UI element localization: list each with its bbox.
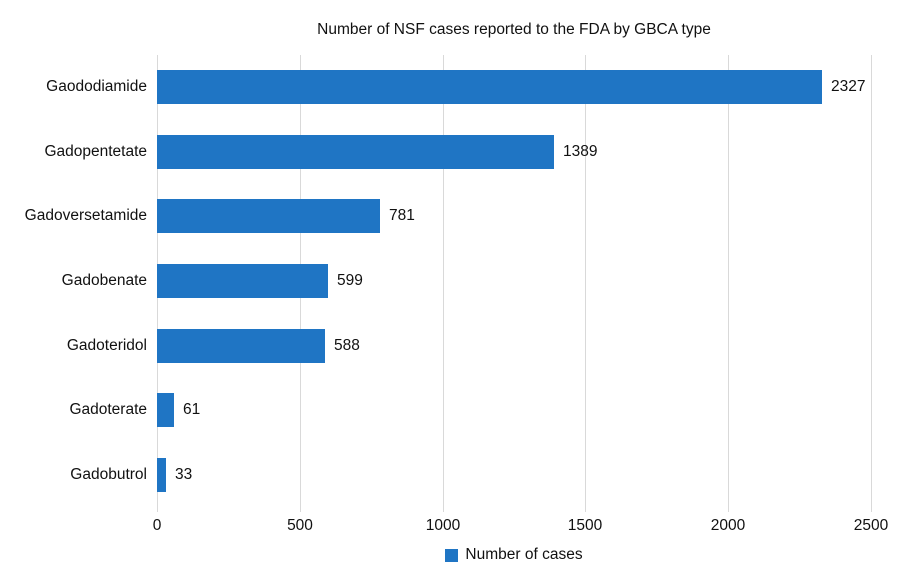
- category-label: Gaododiamide: [46, 78, 147, 95]
- category-label: Gadoversetamide: [24, 207, 147, 224]
- bar: [157, 329, 325, 363]
- x-tick-label: 1000: [425, 517, 461, 534]
- x-tick-label: 0: [152, 517, 162, 534]
- gridline: [443, 55, 444, 512]
- category-label: Gadobenate: [61, 272, 147, 289]
- gridline: [871, 55, 872, 512]
- x-tick-label: 500: [287, 517, 313, 534]
- value-label: 2327: [831, 78, 866, 95]
- category-label: Gadoterate: [69, 401, 147, 418]
- bar: [157, 393, 174, 427]
- bar: [157, 264, 328, 298]
- gridline: [728, 55, 729, 512]
- bar: [157, 135, 554, 169]
- value-label: 1389: [563, 143, 598, 160]
- legend-label: Number of cases: [465, 546, 583, 563]
- bar: [157, 458, 166, 492]
- x-tick-label: 2500: [853, 517, 889, 534]
- bar: [157, 199, 380, 233]
- x-tick-label: 2000: [710, 517, 746, 534]
- value-label: 781: [389, 207, 415, 224]
- value-label: 588: [334, 337, 360, 354]
- legend-marker-icon: [445, 548, 459, 562]
- gridline: [585, 55, 586, 512]
- value-label: 599: [337, 272, 363, 289]
- category-label: Gadopentetate: [44, 143, 147, 160]
- bar: [157, 70, 822, 104]
- category-label: Gadoteridol: [66, 337, 147, 354]
- category-label: Gadobutrol: [70, 466, 147, 483]
- legend: Number of cases: [157, 546, 871, 564]
- plot-area: 0 500 1000 1500 2000 2500 Gaododiamide 2327 Gado…: [25, 55, 888, 534]
- x-tick-label: 1500: [567, 517, 603, 534]
- value-label: 33: [175, 466, 193, 483]
- chart-title: Number of NSF cases reported to the FDA …: [317, 21, 711, 38]
- value-label: 61: [183, 401, 201, 418]
